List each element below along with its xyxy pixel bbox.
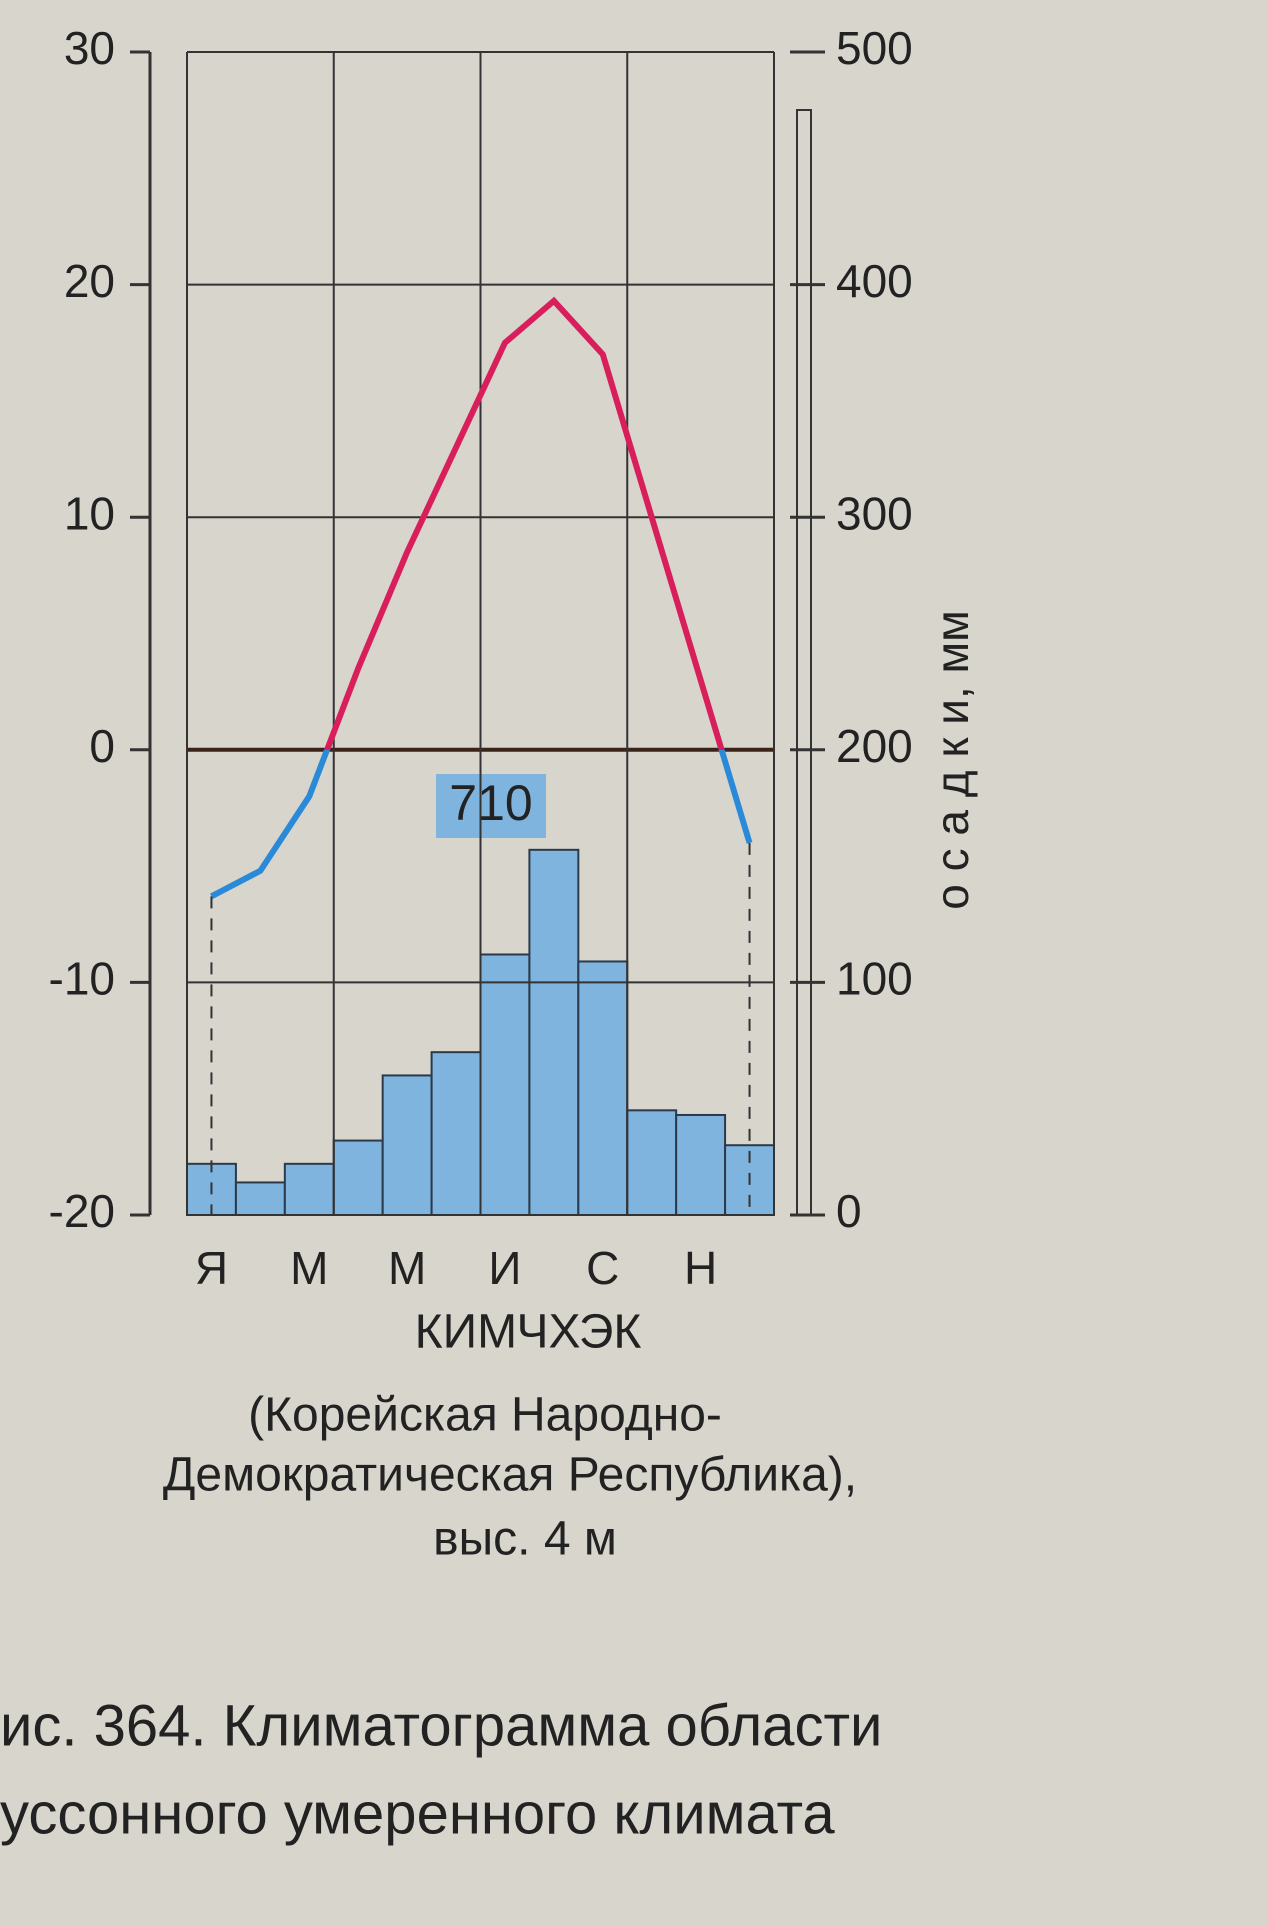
y2-tick-label: 100 (836, 953, 913, 1005)
bar (234, 1181, 286, 1217)
y2-tick-label: 200 (836, 720, 913, 772)
temperature-line-negative (210, 749, 753, 899)
x-tick-label: М (388, 1242, 426, 1294)
caption: уссонного умеренного климата (0, 1781, 835, 1846)
bar (675, 1113, 727, 1217)
y2-tick-label: 0 (836, 1185, 862, 1237)
y-tick-label: 20 (64, 255, 115, 307)
y-tick-label: -20 (49, 1185, 115, 1237)
x-tick-label: Я (195, 1242, 228, 1294)
x-tick-label: М (290, 1242, 328, 1294)
y2-axis (796, 109, 812, 1216)
x-tick-label: С (586, 1242, 619, 1294)
annotation: 710 (449, 775, 532, 831)
bar (479, 953, 531, 1216)
y-tick-label: 10 (64, 487, 115, 539)
bar (430, 1051, 482, 1217)
bar (332, 1139, 384, 1216)
subtitle: Демократическая Республика), (163, 1449, 857, 1502)
subtitle: (Корейская Народно- (248, 1389, 722, 1442)
y2-tick-label: 300 (836, 487, 913, 539)
x-tick-label: И (488, 1242, 521, 1294)
bar (626, 1109, 678, 1216)
chart-title: КИМЧХЭК (415, 1306, 642, 1359)
bar (577, 960, 629, 1216)
y2-tick-label: 400 (836, 255, 913, 307)
bar (283, 1162, 335, 1217)
y2-tick-label: 500 (836, 22, 913, 74)
caption: ис. 364. Климатограмма области (0, 1693, 882, 1758)
temperature-line (323, 296, 725, 750)
y2-axis-label: о с а д к и, мм (926, 610, 978, 910)
y-tick-label: -10 (49, 953, 115, 1005)
annotation-box (436, 774, 546, 838)
y-tick-label: 30 (64, 22, 115, 74)
x-tick-label: Н (684, 1242, 717, 1294)
y-tick-label: 0 (89, 720, 115, 772)
subtitle: выс. 4 м (433, 1513, 617, 1566)
bar (528, 848, 580, 1216)
bar (381, 1074, 433, 1216)
